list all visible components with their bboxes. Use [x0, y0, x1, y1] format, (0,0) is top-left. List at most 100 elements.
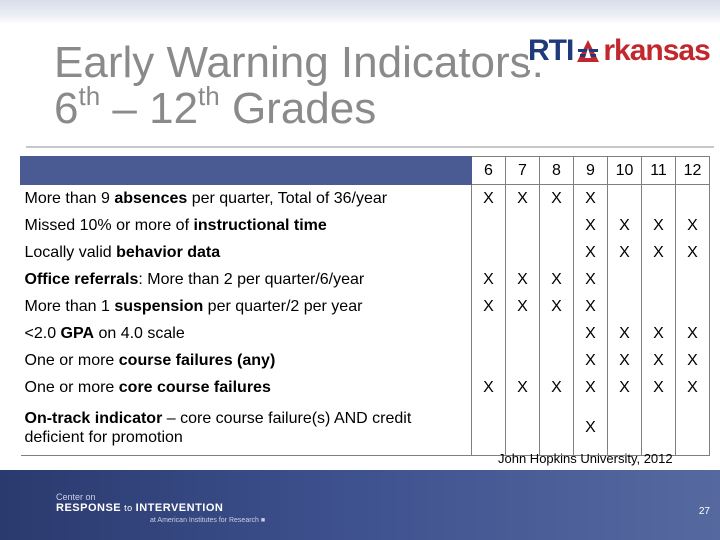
- grade-mark-cell: X: [675, 239, 710, 266]
- grade-mark-cell: X: [641, 212, 676, 239]
- indicator-label: <2.0 GPA on 4.0 scale: [20, 320, 472, 347]
- indicator-label-bold: absences: [114, 189, 188, 207]
- indicator-label-bold: instructional time: [193, 216, 327, 234]
- grade-mark-cell: [505, 320, 540, 347]
- grade-header-row: 6 7 8 9 10 11 12: [20, 156, 710, 185]
- grade-mark-cell: [675, 266, 710, 293]
- footer-response: RESPONSE: [56, 502, 122, 514]
- table-row: More than 9 absences per quarter, Total …: [20, 184, 710, 212]
- table-row: On-track indicator – core course failure…: [20, 401, 710, 456]
- grade-mark-cell: X: [675, 374, 710, 401]
- grade-mark-cell: [539, 212, 574, 239]
- grade-mark-cell: X: [505, 293, 540, 320]
- grade-mark-cell: X: [607, 347, 642, 374]
- indicator-label-text: – core course failure(s) AND credit defi…: [24, 410, 412, 446]
- grade-mark-cell: [505, 239, 540, 266]
- indicator-label-text: One or more: [24, 351, 119, 369]
- grade-mark-cell: X: [641, 239, 676, 266]
- grade-mark-cell: X: [505, 374, 540, 401]
- title-grades-word: Grades: [219, 84, 377, 133]
- indicator-label-text: per quarter, Total of 36/year: [187, 189, 388, 207]
- grade-mark-cell: [607, 401, 642, 456]
- slide-title: Early Warning Indicators: 6th – 12th Gra…: [54, 40, 544, 132]
- grade-mark-cell: X: [607, 239, 642, 266]
- header-blank-cell: [20, 156, 472, 185]
- grade-mark-cell: [539, 347, 574, 374]
- grade-mark-cell: X: [675, 212, 710, 239]
- grade-header-12: 12: [675, 156, 710, 185]
- indicator-label-text: <2.0: [24, 324, 61, 342]
- indicator-label-text: More than 9: [24, 189, 115, 207]
- grade-mark-cell: [505, 212, 540, 239]
- footer-org-name: RESPONSE to INTERVENTION: [56, 502, 223, 514]
- star-a-icon: [577, 40, 600, 62]
- rti-arkansas-logo: RTI rkansas: [528, 32, 714, 70]
- grade-mark-cell: X: [641, 374, 676, 401]
- grade-mark-cell: [539, 239, 574, 266]
- grade-mark-cell: [675, 293, 710, 320]
- table-row: One or more course failures (any) X X X X: [20, 347, 710, 374]
- grade-mark-cell: [641, 266, 676, 293]
- grade-mark-cell: [471, 347, 506, 374]
- top-band: [0, 0, 720, 24]
- indicator-label-bold: behavior data: [116, 243, 221, 261]
- footer-intervention: INTERVENTION: [135, 502, 224, 514]
- page-number: 27: [698, 506, 710, 517]
- title-divider: [26, 146, 714, 148]
- indicator-label: Locally valid behavior data: [20, 239, 472, 266]
- grade-mark-cell: [471, 320, 506, 347]
- logo-rti-text: RTI: [528, 34, 574, 67]
- indicator-label: More than 9 absences per quarter, Total …: [20, 184, 472, 212]
- indicator-label: More than 1 suspension per quarter/2 per…: [20, 293, 472, 320]
- table-row: More than 1 suspension per quarter/2 per…: [20, 293, 710, 320]
- grade-header-8: 8: [539, 156, 574, 185]
- indicator-label-bold: Office referrals: [24, 270, 139, 288]
- grade-mark-cell: X: [573, 212, 608, 239]
- grade-mark-cell: X: [607, 212, 642, 239]
- footer-band: Center on RESPONSE to INTERVENTION at Am…: [0, 470, 720, 540]
- indicator-label-bold: core course failures: [118, 378, 271, 396]
- title-sup-start: th: [78, 81, 101, 111]
- footer-air: at American Institutes for Research ■: [150, 517, 266, 524]
- grade-mark-cell: X: [641, 347, 676, 374]
- grade-header-7: 7: [505, 156, 540, 185]
- indicator-label-text: One or more: [24, 378, 119, 396]
- indicator-rows: More than 9 absences per quarter, Total …: [20, 184, 710, 456]
- grade-mark-cell: [607, 266, 642, 293]
- indicator-label-bold: suspension: [114, 297, 204, 315]
- grade-header-10: 10: [607, 156, 642, 185]
- grade-mark-cell: X: [471, 266, 506, 293]
- grade-header-11: 11: [641, 156, 676, 185]
- grade-mark-cell: X: [607, 374, 642, 401]
- indicator-label: On-track indicator – core course failure…: [20, 401, 472, 456]
- grade-mark-cell: X: [573, 320, 608, 347]
- indicator-label-bold: course failures (any): [118, 351, 276, 369]
- table-row: Missed 10% or more of instructional time…: [20, 212, 710, 239]
- grade-mark-cell: [539, 320, 574, 347]
- grade-mark-cell: X: [471, 374, 506, 401]
- table-row: <2.0 GPA on 4.0 scale X X X X: [20, 320, 710, 347]
- logo-arkansas-text: rkansas: [603, 34, 710, 67]
- title-grade-dash: – 12: [100, 84, 199, 133]
- grade-mark-cell: [641, 184, 676, 212]
- indicator-label: One or more course failures (any): [20, 347, 472, 374]
- grade-mark-cell: X: [641, 320, 676, 347]
- grade-mark-cell: [641, 293, 676, 320]
- title-line-1: Early Warning Indicators:: [54, 38, 544, 87]
- footer-to: to: [121, 503, 136, 513]
- grade-mark-cell: [505, 347, 540, 374]
- grade-mark-cell: X: [573, 401, 608, 456]
- grade-mark-cell: [505, 401, 540, 456]
- indicator-label: One or more core course failures: [20, 374, 472, 401]
- grade-mark-cell: X: [573, 293, 608, 320]
- grade-mark-cell: X: [573, 239, 608, 266]
- grade-mark-cell: X: [675, 320, 710, 347]
- indicator-label-text: per quarter/2 per year: [203, 297, 363, 315]
- indicator-label-text: : More than 2 per quarter/6/year: [138, 270, 365, 288]
- title-grade-start: 6: [54, 84, 79, 133]
- grade-mark-cell: [471, 212, 506, 239]
- grade-mark-cell: X: [573, 184, 608, 212]
- grade-mark-cell: [675, 401, 710, 456]
- grade-mark-cell: [607, 184, 642, 212]
- indicator-label: Office referrals: More than 2 per quarte…: [20, 266, 472, 293]
